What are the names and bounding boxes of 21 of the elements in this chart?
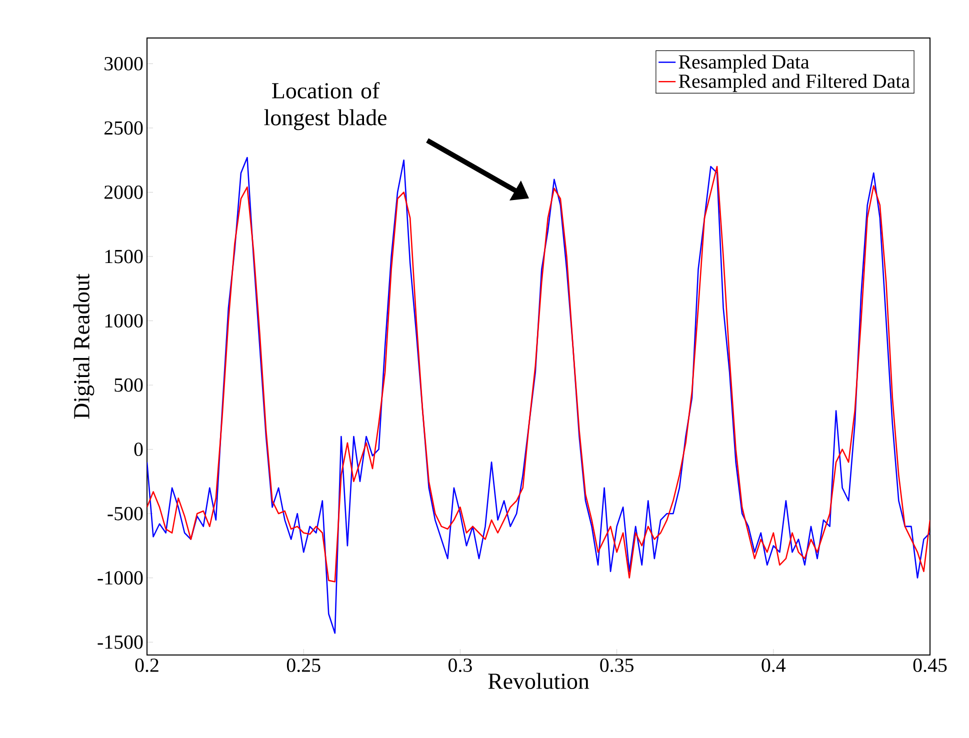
y-tick-label: -1500 [98,635,143,649]
x-tick-label: 0.3 [448,658,472,672]
legend-label: Resampled and Filtered Data [678,74,910,92]
y-tick-label: 2500 [104,121,143,135]
y-tick-label: 1000 [105,314,143,328]
y-tick-label: 500 [114,378,143,392]
x-tick-label: 0.35 [600,658,634,672]
y-tick-label: 1500 [105,250,143,264]
x-tick-label: 0.2 [135,658,158,672]
x-tick-label: 0.25 [286,658,320,672]
x-axis-title: Revolution [488,672,590,690]
y-axis-title: Digital Readout [73,274,94,419]
y-tick-label: 2000 [104,186,143,199]
annotation: Location of longest blade [264,82,386,130]
legend-label: Resampled Data [678,54,810,73]
x-tick-label: 0.45 [913,658,947,672]
y-tick-label: -1000 [98,571,143,585]
y-tick-label: -500 [108,506,143,520]
y-tick-label: 0 [134,442,143,456]
x-tick-label: 0.4 [762,658,786,672]
y-tick-label: 3000 [104,56,143,70]
